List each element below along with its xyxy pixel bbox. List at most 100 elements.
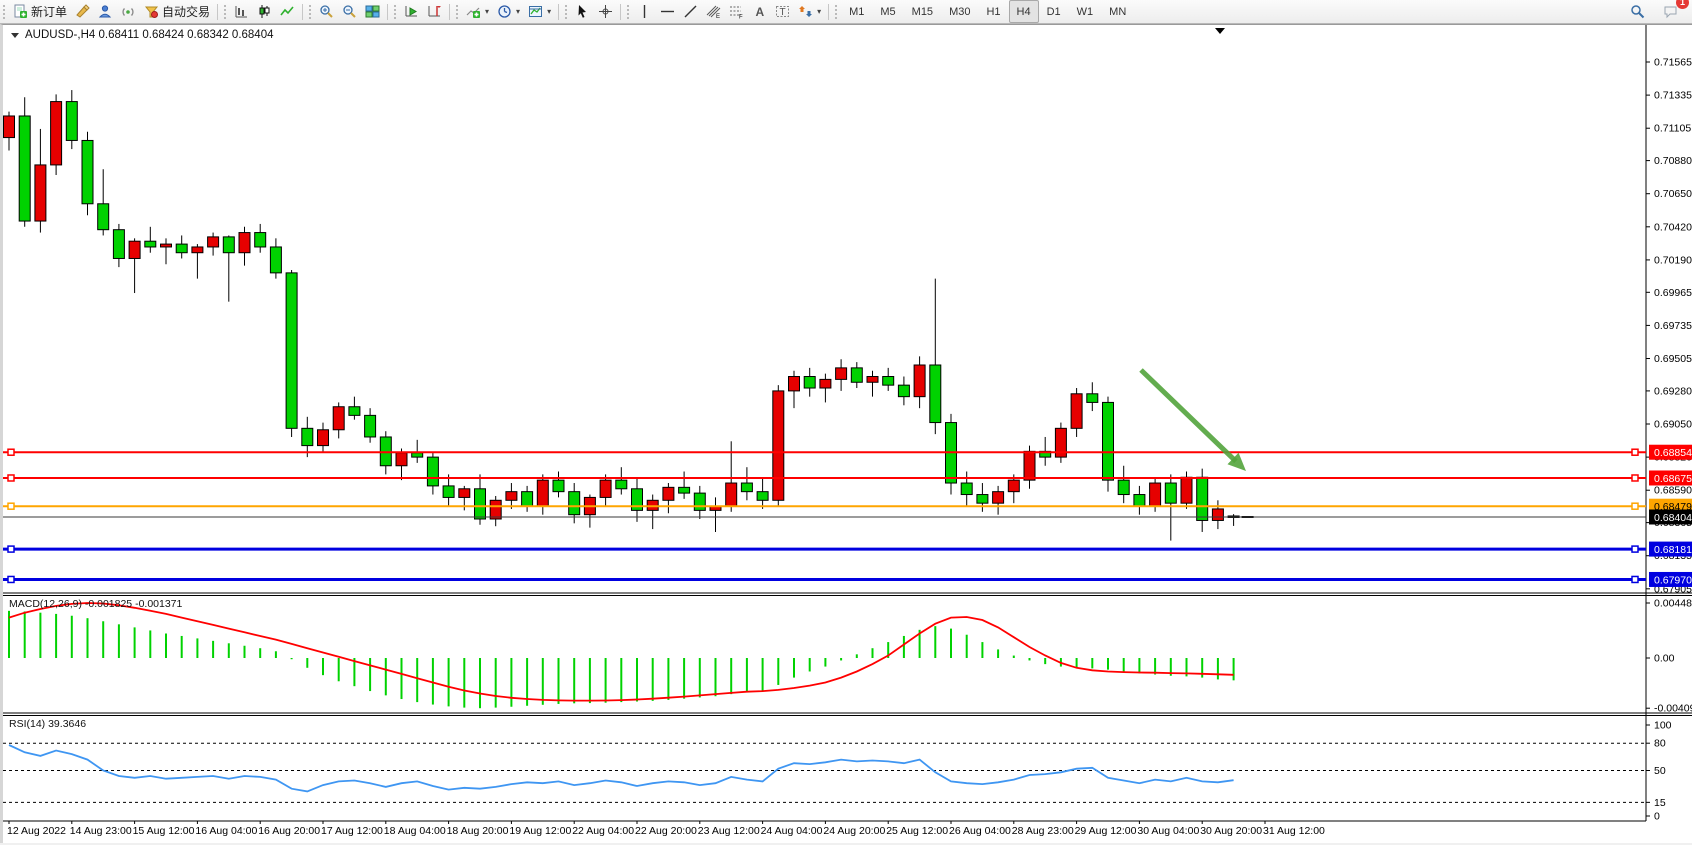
toolbar-grip[interactable] [455, 3, 461, 20]
dropdown-caret-icon[interactable]: ▾ [485, 7, 490, 16]
vertical-line-button[interactable] [633, 1, 656, 23]
candle-body [882, 376, 895, 386]
time-tick-label: 18 Aug 20:00 [447, 825, 509, 837]
profile-button[interactable] [94, 1, 117, 23]
toolbar-separator [302, 3, 304, 20]
timeframe-h1-button[interactable]: H1 [986, 5, 1001, 18]
timeframe-m1-button[interactable]: M1 [849, 5, 865, 18]
support-line-orange-handle[interactable] [1631, 502, 1639, 510]
toolbar-grip[interactable] [223, 3, 229, 20]
candle-body [772, 390, 785, 501]
resistance-line-2-handle[interactable] [1631, 474, 1639, 482]
new-order-icon [13, 4, 28, 19]
tile-windows-button[interactable] [361, 1, 384, 23]
rsi-tick-label: 100 [1654, 720, 1672, 732]
trendline-button[interactable] [679, 1, 702, 23]
clock-icon [497, 4, 512, 19]
support-line-blue-2-handle[interactable] [7, 575, 15, 584]
time-tick-label: 16 Aug 20:00 [258, 825, 320, 837]
bars-chart-button[interactable] [230, 1, 253, 23]
autotrading-icon [144, 4, 159, 19]
support-line-blue-1-handle[interactable] [7, 545, 15, 553]
bars-chart-icon [234, 4, 249, 19]
chart-window[interactable]: 0.71565 0.71335 0.71105 0.70880 0.70650 0.704… [0, 24, 1692, 843]
zoom-in-button[interactable] [315, 1, 338, 23]
trend-arrow-annotation[interactable] [1139, 368, 1238, 464]
dropdown-caret-icon[interactable]: ▾ [516, 7, 521, 16]
trend-arrow-head[interactable] [1227, 452, 1246, 471]
support-line-orange-handle[interactable] [7, 502, 15, 510]
dropdown-caret-icon[interactable]: ▾ [547, 7, 552, 16]
resistance-line-1-handle[interactable] [7, 448, 15, 456]
timeframe-m5-button[interactable]: M5 [880, 5, 896, 18]
chart-shift-marker[interactable] [1215, 28, 1225, 34]
autotrading-button[interactable]: 自动交易 [140, 1, 214, 23]
candle-body [913, 364, 926, 398]
toolbar-grip[interactable] [564, 3, 570, 20]
horizontal-line-button[interactable] [656, 1, 679, 23]
fibonacci-button[interactable]: F [725, 1, 748, 23]
toolbar-grip[interactable] [308, 3, 314, 20]
candle-body [50, 101, 63, 166]
toolbar-grip[interactable] [393, 3, 399, 20]
chat-button[interactable]: 1 [1659, 0, 1689, 23]
toolbar-grip[interactable] [834, 3, 840, 20]
crayon-button[interactable] [71, 1, 94, 23]
text-button[interactable]: A [748, 1, 771, 23]
vline-icon [637, 4, 652, 19]
resistance-line-2-handle[interactable] [7, 474, 15, 482]
trendline-icon [683, 4, 698, 19]
resistance-line-1-handle[interactable] [1631, 448, 1639, 456]
crosshair-icon [598, 4, 613, 19]
timeframe-h4-button[interactable]: H4 [1008, 0, 1039, 23]
price-tick-label: 0.68590 [1654, 485, 1692, 497]
timeframe-w1-button[interactable]: W1 [1076, 5, 1094, 18]
support-line-blue-2-handle[interactable] [1631, 575, 1639, 584]
periods-button[interactable]: ▾ [493, 1, 524, 23]
time-tick-label: 28 Aug 23:00 [1012, 825, 1074, 837]
svg-text:E: E [716, 14, 720, 19]
candle-body [1133, 494, 1146, 507]
new-order-button[interactable]: 新订单 [9, 1, 71, 23]
macd-tick-label: -0.004098 [1654, 703, 1692, 715]
line-chart-button[interactable] [276, 1, 299, 23]
templates-button[interactable]: ▾ [524, 1, 555, 23]
equidistant-channel-button[interactable]: E [702, 1, 725, 23]
zoom-out-button[interactable] [338, 1, 361, 23]
toolbar-grip[interactable] [626, 3, 632, 20]
timeframe-group: M1 M5 M15 M30 H1 H4 D1 W1 MN [841, 0, 1134, 23]
support-line-blue-1-handle[interactable] [1631, 545, 1639, 553]
macd-tick-label: 0.00 [1654, 653, 1675, 665]
candle-body [317, 429, 329, 447]
chart-background[interactable] [3, 25, 1692, 821]
dropdown-caret-icon[interactable]: ▾ [817, 7, 822, 16]
signal-button[interactable] [117, 1, 140, 23]
indicators-button[interactable]: ▾ [462, 1, 493, 23]
candles-chart-button[interactable] [253, 1, 276, 23]
collapse-trade-panel-icon[interactable] [11, 33, 19, 38]
timeframe-m30-button[interactable]: M30 [949, 5, 971, 18]
timeframe-mn-button[interactable]: MN [1109, 5, 1127, 18]
candle-body [3, 115, 15, 139]
toolbar-separator [620, 3, 622, 20]
candle-body [128, 240, 141, 259]
toolbar-separator [558, 3, 560, 20]
text-label-button[interactable]: T [771, 1, 794, 23]
search-button[interactable] [1626, 1, 1649, 23]
crosshair-button[interactable] [594, 1, 617, 23]
candle-body [631, 488, 643, 511]
signal-icon [121, 4, 136, 19]
rsi-tick-label: 0 [1654, 811, 1660, 823]
price-chart[interactable]: 0.71565 0.71335 0.71105 0.70880 0.70650 0.704… [3, 25, 1692, 843]
fibo-icon: F [729, 4, 744, 19]
chart-shift-button[interactable] [423, 1, 446, 23]
price-tick-label: 0.71105 [1654, 123, 1691, 135]
candle-body [992, 491, 1005, 504]
arrows-button[interactable]: ▾ [794, 1, 825, 23]
timeframe-m15-button[interactable]: M15 [911, 5, 934, 18]
timeframe-d1-button[interactable]: D1 [1046, 5, 1061, 18]
candle-body [960, 482, 973, 496]
toolbar-grip[interactable] [2, 3, 7, 20]
auto-scroll-button[interactable] [400, 1, 423, 23]
cursor-button[interactable] [571, 1, 594, 23]
